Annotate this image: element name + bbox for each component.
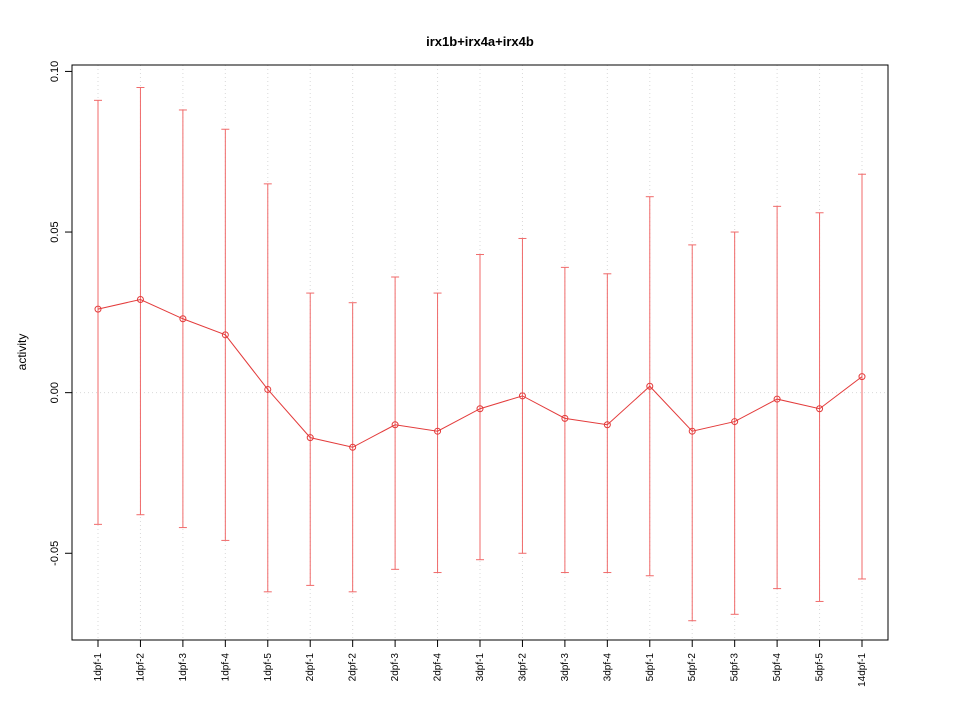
x-tick-label: 2dpf-2 bbox=[348, 653, 359, 682]
data-point bbox=[816, 405, 824, 413]
x-tick-label: 5dpf-4 bbox=[772, 653, 783, 682]
x-tick-label: 14dpf-1 bbox=[857, 653, 868, 687]
data-point bbox=[179, 315, 187, 323]
data-point bbox=[264, 385, 272, 393]
data-point bbox=[518, 392, 526, 400]
x-tick-label: 1dpf-1 bbox=[93, 653, 104, 682]
data-point bbox=[561, 414, 569, 422]
x-tick-label: 3dpf-4 bbox=[602, 653, 613, 682]
data-point bbox=[688, 427, 696, 435]
data-point bbox=[221, 331, 229, 339]
x-tick-label: 2dpf-4 bbox=[433, 653, 444, 682]
data-point bbox=[349, 443, 357, 451]
data-point bbox=[391, 421, 399, 429]
x-tick-label: 3dpf-2 bbox=[517, 653, 528, 682]
x-tick-label: 5dpf-2 bbox=[687, 653, 698, 682]
x-tick-label: 1dpf-4 bbox=[220, 653, 231, 682]
data-point bbox=[858, 373, 866, 381]
y-axis-label: activity bbox=[15, 334, 29, 371]
x-tick-label: 1dpf-2 bbox=[135, 653, 146, 682]
x-tick-label: 2dpf-1 bbox=[305, 653, 316, 682]
data-point bbox=[603, 421, 611, 429]
x-tick-label: 5dpf-1 bbox=[645, 653, 656, 682]
data-point bbox=[476, 405, 484, 413]
data-point bbox=[306, 434, 314, 442]
data-point bbox=[136, 295, 144, 303]
y-tick-label: 0.00 bbox=[49, 382, 61, 403]
x-tick-label: 5dpf-3 bbox=[730, 653, 741, 682]
data-point bbox=[434, 427, 442, 435]
x-tick-label: 1dpf-3 bbox=[178, 653, 189, 682]
x-tick-label: 3dpf-1 bbox=[475, 653, 486, 682]
data-point bbox=[94, 305, 102, 313]
data-point bbox=[773, 395, 781, 403]
series-line bbox=[97, 298, 863, 448]
y-tick-label: 0.10 bbox=[49, 61, 61, 82]
y-tick-label: 0.05 bbox=[49, 221, 61, 242]
y-tick-label: -0.05 bbox=[49, 541, 61, 566]
data-point bbox=[646, 382, 654, 390]
x-tick-label: 3dpf-3 bbox=[560, 653, 571, 682]
x-tick-label: 2dpf-3 bbox=[390, 653, 401, 682]
x-tick-label: 5dpf-5 bbox=[815, 653, 826, 682]
x-tick-label: 1dpf-5 bbox=[263, 653, 274, 682]
chart-title: irx1b+irx4a+irx4b bbox=[426, 34, 534, 49]
plot-layer: -0.05 0.00 0.05 0.10 1dpf-1 1dpf-2 1dpf-3 1dpf-… bbox=[49, 61, 889, 687]
data-point bbox=[731, 418, 739, 426]
